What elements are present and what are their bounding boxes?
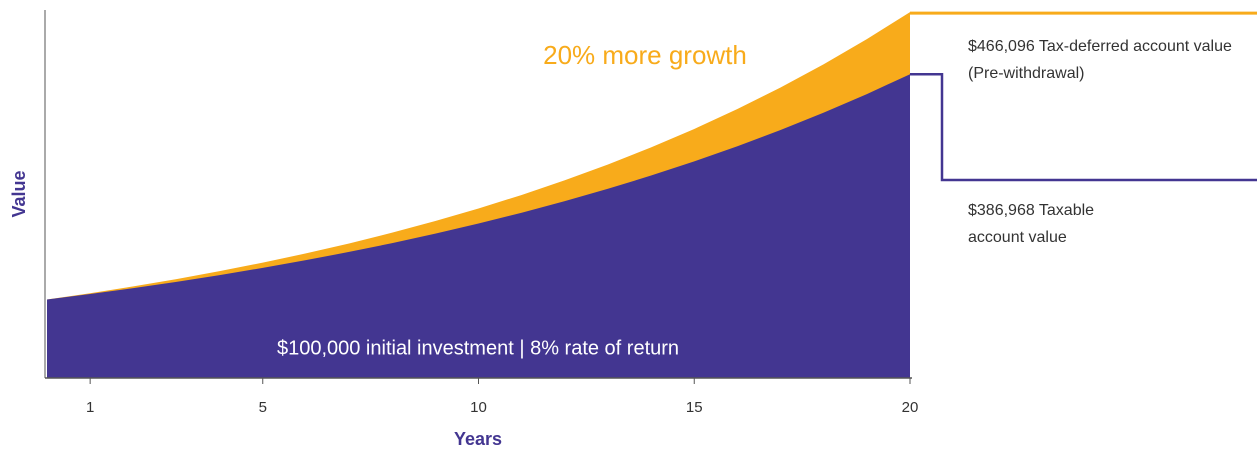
base-annotation: $100,000 initial investment | 8% rate of…: [277, 337, 679, 359]
end-label: $466,096 Tax-deferred account value: [968, 38, 1232, 55]
x-tick-label: 1: [86, 399, 94, 416]
end-label: account value: [968, 229, 1067, 246]
growth-annotation: 20% more growth: [543, 40, 747, 70]
x-tick-label: 10: [470, 399, 487, 416]
end-label: $386,968 Taxable: [968, 202, 1094, 219]
x-tick-label: 20: [902, 399, 919, 416]
x-tick-label: 5: [259, 399, 267, 416]
end-label: (Pre-withdrawal): [968, 65, 1084, 82]
leader-line: [910, 72, 1257, 182]
y-axis-label: Value: [9, 170, 29, 217]
x-axis-label: Years: [454, 429, 502, 449]
x-tick-label: 15: [686, 399, 703, 416]
area: [47, 74, 910, 378]
